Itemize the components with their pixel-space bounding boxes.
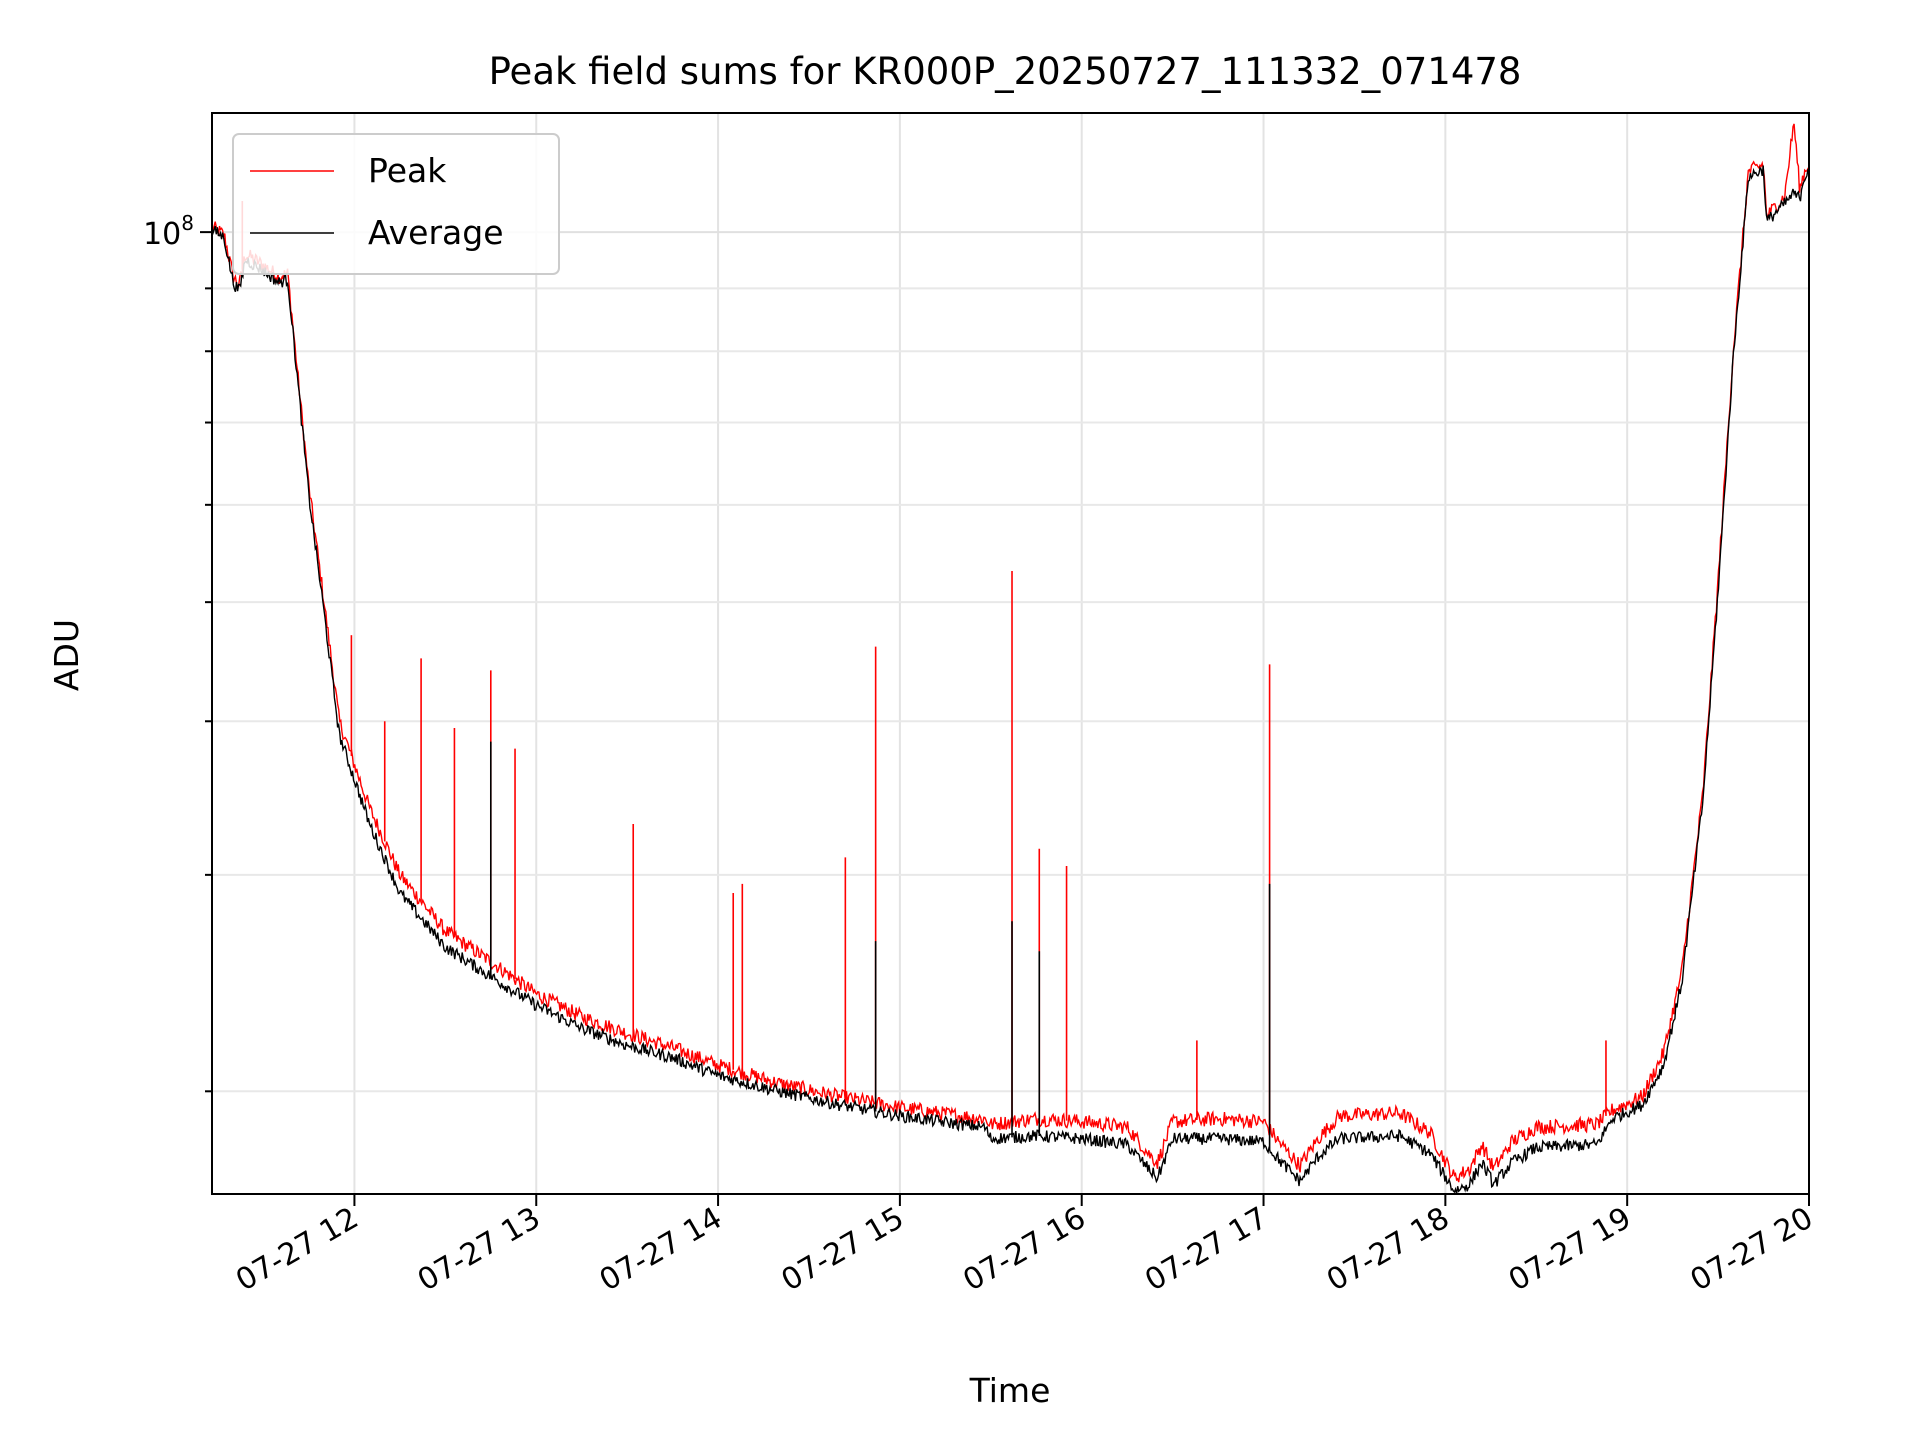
series-average xyxy=(211,165,1809,1195)
y-tick-label: 108 xyxy=(143,211,194,252)
legend-box xyxy=(232,133,560,275)
series-line-average xyxy=(211,165,1809,1195)
x-axis-label: Time xyxy=(969,1371,1051,1410)
legend-label: Average xyxy=(368,213,504,252)
plot-frame xyxy=(211,112,1810,1195)
series-line-peak xyxy=(211,123,1810,1183)
legend-label: Peak xyxy=(368,151,447,190)
y-axis: 108 xyxy=(143,211,212,1093)
y-axis-label: ADU xyxy=(47,619,86,691)
legend: Peak Average xyxy=(232,133,560,275)
chart-title: Peak field sums for KR000P_20250727_1113… xyxy=(489,50,1522,93)
